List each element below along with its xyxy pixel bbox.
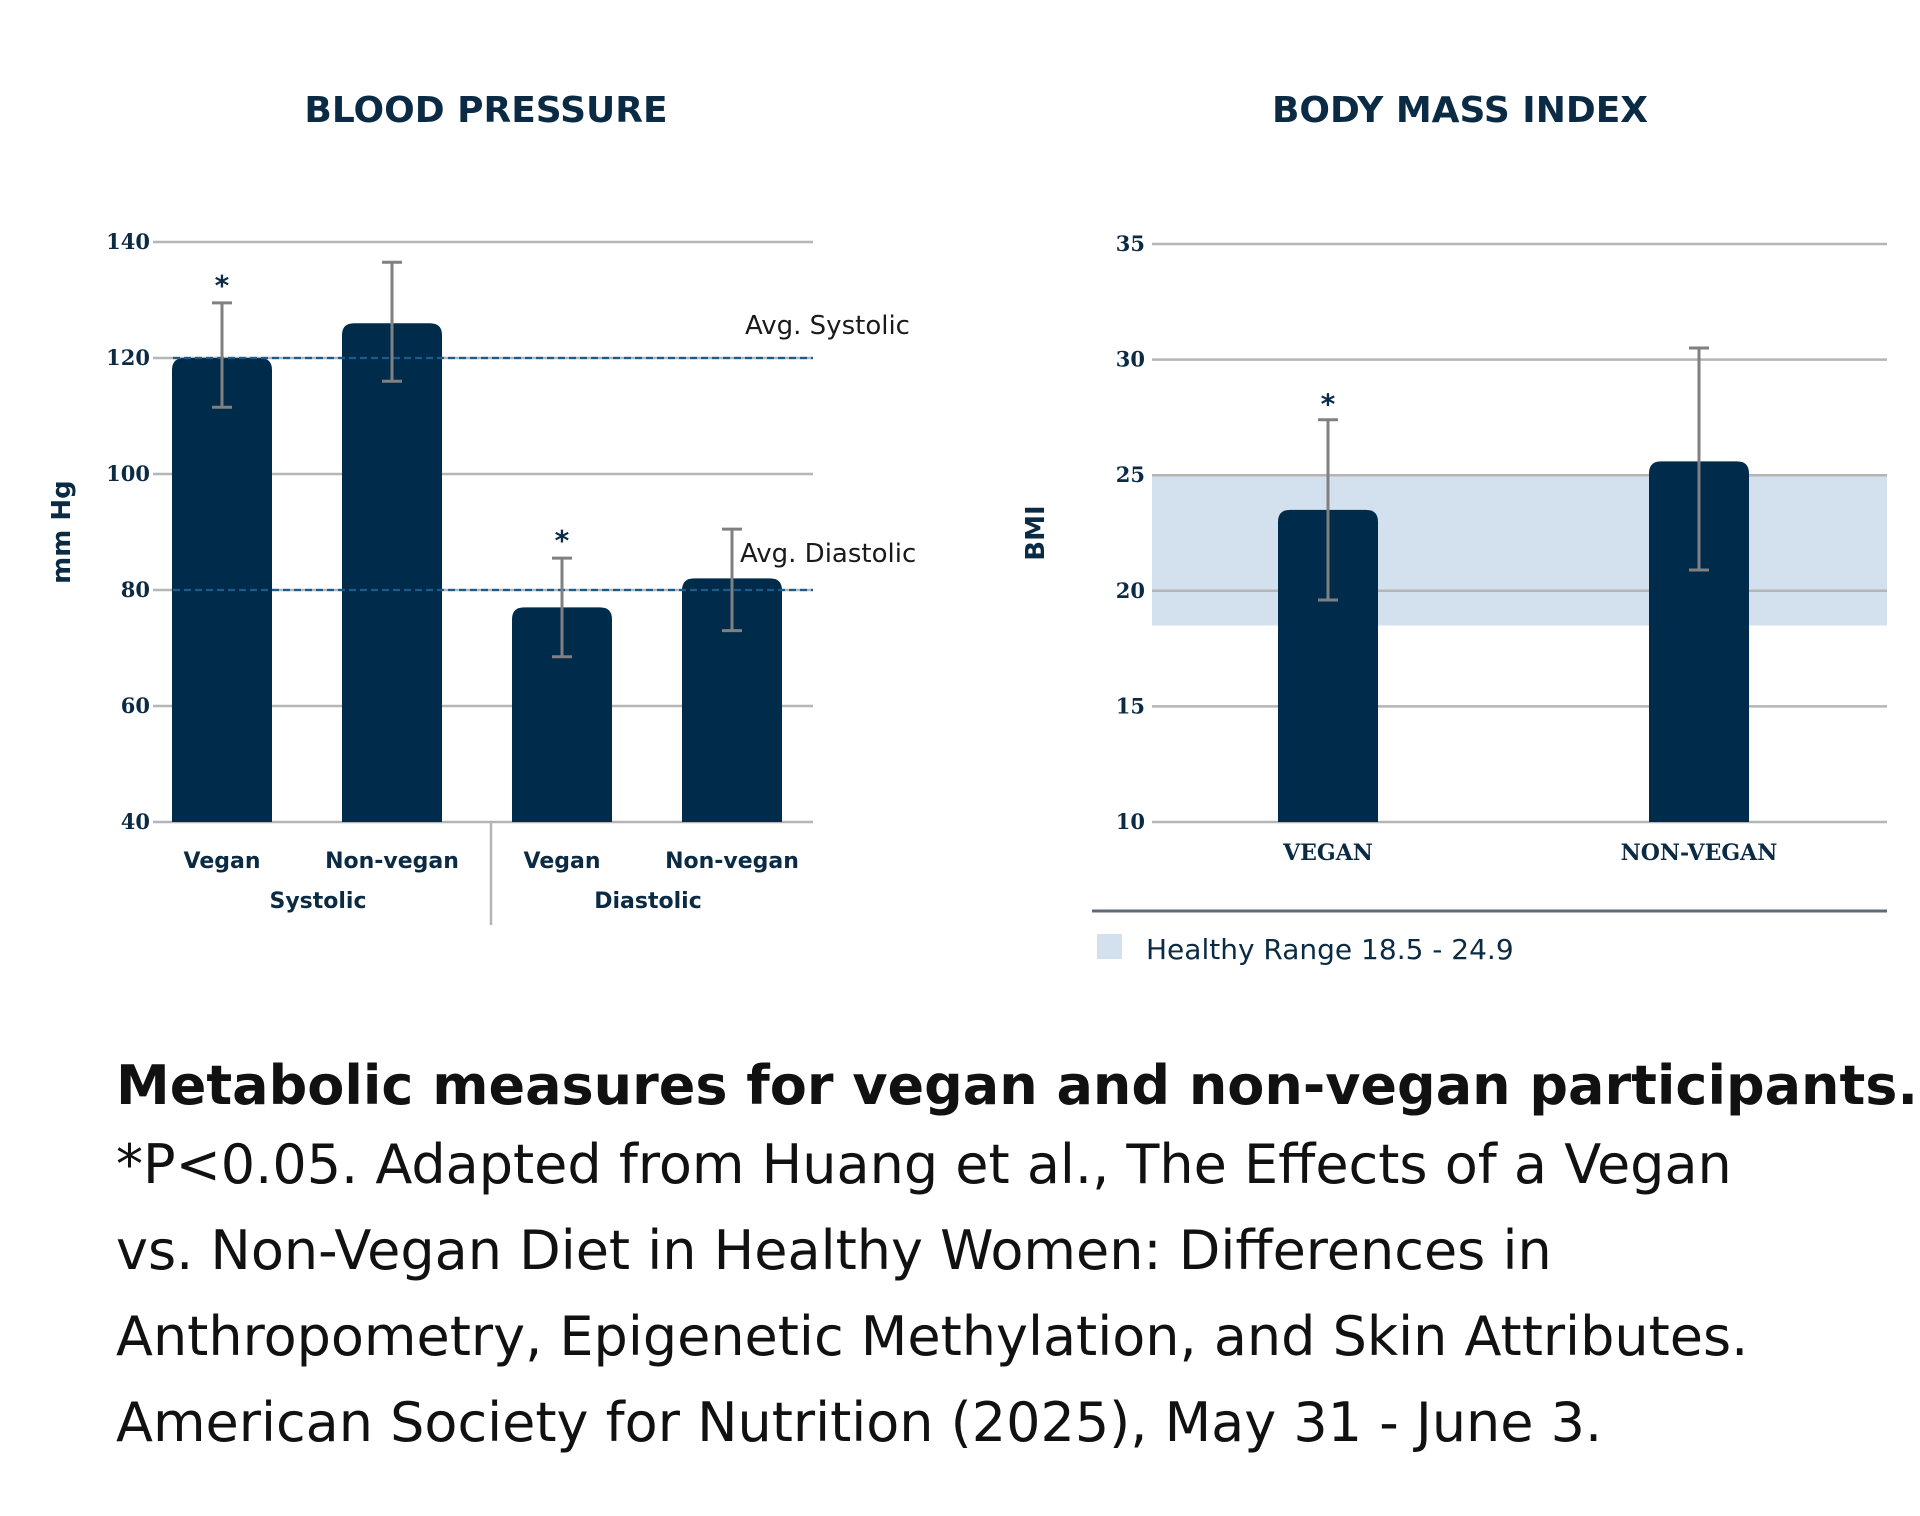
caption-line: *P<0.05. Adapted from Huang et al., The … bbox=[116, 1133, 1732, 1196]
figure-caption: Metabolic measures for vegan and non-veg… bbox=[116, 1050, 1918, 1466]
bp-reference-label: Avg. Systolic bbox=[745, 311, 910, 341]
bp-y-axis-label: mm Hg bbox=[47, 480, 77, 584]
bp-significance-marker: * bbox=[215, 269, 230, 302]
bp-x-tick-label: Non-vegan bbox=[325, 849, 459, 874]
bmi-y-tick-label: 25 bbox=[1116, 462, 1145, 487]
bmi-y-tick-label: 15 bbox=[1116, 693, 1145, 718]
bmi-legend-swatch bbox=[1097, 934, 1122, 959]
bp-y-tick-label: 80 bbox=[121, 577, 150, 602]
bp-group-label: Diastolic bbox=[594, 889, 702, 914]
bp-y-tick-label: 60 bbox=[121, 693, 150, 718]
bp-y-tick-label: 100 bbox=[106, 461, 150, 486]
bmi-y-tick-label: 20 bbox=[1116, 578, 1145, 603]
bp-y-tick-label: 140 bbox=[106, 229, 150, 254]
bmi-healthy-range-band bbox=[1152, 475, 1887, 626]
caption-line: Anthropometry, Epigenetic Methylation, a… bbox=[116, 1305, 1749, 1368]
bp-x-tick-label: Vegan bbox=[524, 849, 601, 874]
bmi-legend-label: Healthy Range 18.5 - 24.9 bbox=[1146, 933, 1514, 966]
bmi-significance-marker: * bbox=[1321, 388, 1336, 421]
bp-bar bbox=[342, 323, 442, 822]
bp-significance-marker: * bbox=[555, 524, 570, 557]
bp-reference-label: Avg. Diastolic bbox=[740, 539, 916, 569]
bp-bar bbox=[512, 607, 612, 822]
bmi-y-tick-label: 30 bbox=[1116, 347, 1145, 372]
caption-line: vs. Non-Vegan Diet in Healthy Women: Dif… bbox=[116, 1219, 1552, 1282]
bmi-chart-title: BODY MASS INDEX bbox=[1272, 90, 1648, 131]
caption-line: American Society for Nutrition (2025), M… bbox=[116, 1391, 1603, 1454]
caption-heading: Metabolic measures for vegan and non-veg… bbox=[116, 1054, 1918, 1117]
bmi-x-tick-label: VEGAN bbox=[1282, 840, 1373, 866]
bp-x-tick-label: Vegan bbox=[184, 849, 261, 874]
bp-y-tick-label: 120 bbox=[106, 345, 150, 370]
bp-chart-title: BLOOD PRESSURE bbox=[304, 90, 667, 131]
bp-group-label: Systolic bbox=[269, 889, 366, 914]
bmi-y-tick-label: 35 bbox=[1116, 231, 1145, 256]
caption-reference: *P<0.05. Adapted from Huang et al., The … bbox=[116, 1122, 1836, 1466]
bmi-x-tick-label: NON-VEGAN bbox=[1621, 840, 1778, 866]
bmi-bar bbox=[1649, 461, 1749, 822]
bmi-bar bbox=[1278, 509, 1378, 822]
bp-bar bbox=[682, 578, 782, 822]
bmi-y-tick-label: 10 bbox=[1116, 809, 1145, 834]
bp-x-tick-label: Non-vegan bbox=[665, 849, 799, 874]
bp-y-tick-label: 40 bbox=[121, 809, 150, 834]
bmi-y-axis-label: BMI bbox=[1021, 505, 1051, 560]
